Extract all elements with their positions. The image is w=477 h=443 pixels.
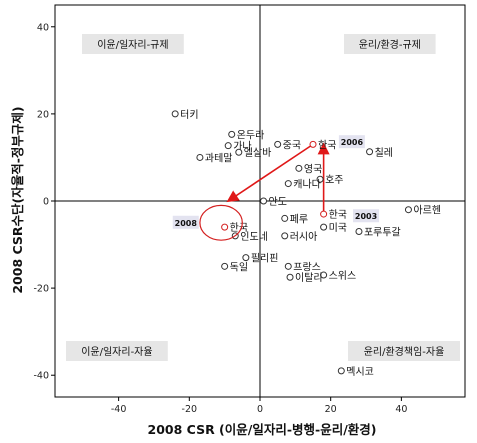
quadrant-label-box: [66, 341, 168, 361]
axis-ticks: -40 -20 0 20 40 40 20 0 -20 -40: [33, 22, 407, 415]
data-point: [320, 271, 328, 279]
year-tag: 2006: [341, 138, 364, 147]
y-tick-label: 20: [37, 109, 49, 120]
data-point-label: 미국: [329, 222, 347, 234]
data-point-label: 과테말: [205, 152, 233, 164]
data-point: [320, 210, 328, 218]
arrows: [226, 142, 330, 215]
data-point-label: 스위스: [329, 269, 357, 282]
data-point-label: 필리핀: [251, 253, 279, 265]
data-point-label: 독일: [230, 261, 248, 273]
data-point: [337, 367, 345, 375]
year-tag: 2008: [175, 219, 198, 228]
quadrant-lines: [55, 5, 465, 397]
year-tag: 2003: [355, 212, 377, 221]
year-tag-box: [172, 215, 199, 229]
y-axis-label: 2008 CSR수단(자율적-정부규제): [10, 106, 25, 293]
trend-arrow: [226, 143, 314, 203]
data-point: [224, 142, 232, 150]
data-point: [221, 262, 229, 270]
quadrant-label-box: [348, 341, 460, 361]
data-point: [320, 223, 328, 231]
data-point-label: 러시아: [290, 231, 318, 243]
data-point: [281, 232, 289, 240]
data-point-label: 터키: [180, 109, 198, 121]
data-point: [281, 214, 289, 222]
data-point-label: 포루투갈: [364, 225, 401, 238]
data-point: [366, 148, 374, 156]
y-tick-label: -40: [33, 371, 49, 382]
year-tag-box: [353, 209, 380, 223]
data-point: [221, 223, 229, 231]
x-tick-label: 40: [395, 404, 407, 415]
y-tick-label: -20: [33, 284, 49, 295]
highlight-circle: [199, 204, 243, 241]
data-point-label: 중국: [283, 139, 301, 151]
x-axis-label: 2008 CSR (이윤/일자리-병행-윤리/환경): [148, 422, 377, 437]
data-point: [196, 153, 204, 161]
data-point-label: 온두라: [237, 129, 265, 141]
data-point: [274, 140, 282, 148]
data-point: [284, 180, 292, 188]
x-tick-label: -20: [182, 404, 198, 415]
data-point: [171, 110, 179, 118]
data-point: [286, 273, 294, 281]
data-point: [295, 164, 303, 172]
data-point-label: 캐나다: [293, 179, 321, 191]
data-point-label: 한국: [329, 209, 347, 221]
data-point-label: 프랑스: [293, 261, 321, 273]
quadrant-label: 이윤/일자리-규제: [97, 39, 168, 51]
data-point-label: 이탈리: [295, 271, 323, 284]
data-point-label: 인도네: [240, 231, 268, 243]
quadrant-label-box: [82, 34, 184, 54]
x-tick-label: 0: [257, 404, 263, 415]
quadrant-label: 윤리/환경-규제: [359, 38, 421, 51]
data-point-label: 아르헨: [413, 205, 441, 217]
x-tick-label: -40: [111, 404, 127, 415]
data-point-label: 호주: [325, 174, 343, 186]
data-point: [242, 254, 250, 262]
x-tick-label: 20: [325, 404, 337, 415]
data-point: [228, 130, 236, 138]
data-point: [404, 206, 412, 214]
year-tags: 2006 2003 2008: [172, 135, 380, 229]
data-point-label: 엘살바: [244, 146, 272, 159]
data-point-label: 멕시코: [346, 366, 374, 378]
quadrant-label: 윤리/환경책임-자율: [364, 345, 445, 358]
data-point-label: 안도: [269, 196, 287, 208]
data-point-label: 영국: [304, 163, 322, 175]
quadrant-label: 이윤/일자리-자율: [81, 346, 152, 358]
quadrant-label-box: [344, 34, 436, 54]
data-point: [355, 227, 363, 235]
year-tag-box: [338, 135, 365, 149]
data-point-label: 칠레: [375, 147, 393, 159]
data-point-label: 한국: [230, 222, 248, 234]
data-point: [260, 197, 268, 205]
data-point-label: 한국: [318, 139, 336, 151]
highlight: [199, 204, 243, 241]
y-tick-label: 0: [43, 197, 49, 208]
data-point-label: 페루: [290, 213, 308, 225]
y-tick-label: 40: [37, 22, 49, 33]
data-point: [316, 175, 324, 183]
data-point: [309, 140, 317, 148]
data-point: [235, 148, 243, 156]
data-point: [284, 262, 292, 270]
